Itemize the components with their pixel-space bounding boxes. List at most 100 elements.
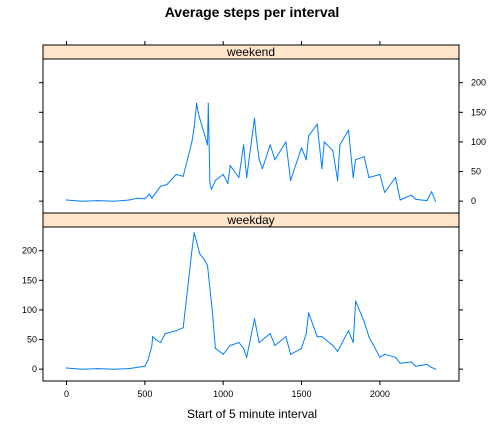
data-point-weekend [258, 159, 260, 161]
data-point-weekday [211, 309, 213, 311]
data-point-weekend [399, 199, 401, 201]
data-point-weekday [191, 250, 193, 252]
panel-weekend: weekend 0 50 100 150 200 [39, 41, 486, 214]
data-point-weekday [290, 353, 292, 355]
data-point-weekend [394, 176, 397, 179]
data-point-weekday [269, 333, 271, 335]
data-point-weekend [148, 193, 151, 195]
data-point-weekend [363, 156, 365, 158]
data-point-weekend [182, 175, 184, 177]
data-point-weekday [300, 347, 303, 349]
data-point-weekday [199, 253, 201, 255]
data-point-weekend [166, 184, 168, 186]
x-tick-label: 1500 [292, 389, 312, 399]
data-point-weekday [384, 353, 386, 355]
x-tick-label: 1000 [213, 389, 233, 399]
series-line-weekday [66, 232, 436, 370]
data-point-weekday [151, 344, 153, 347]
x-tick-label: 500 [137, 389, 152, 399]
data-point-weekday [426, 363, 428, 365]
data-point-weekend [337, 179, 339, 181]
data-point-weekend [207, 102, 209, 104]
data-point-weekend [136, 197, 138, 199]
data-point-weekday [347, 330, 350, 332]
data-point-weekend [321, 168, 323, 170]
x-tick-label: 2000 [370, 389, 390, 399]
data-point-weekend [332, 150, 334, 152]
chart-title: Average steps per interval [165, 4, 340, 20]
data-point-weekday [379, 356, 381, 358]
y-tick-label-weekday: 50 [27, 335, 37, 345]
data-point-weekend [199, 117, 201, 119]
data-point-weekend [151, 197, 153, 199]
data-point-weekday [352, 341, 354, 344]
data-point-weekday [144, 365, 146, 367]
data-point-weekend [269, 144, 271, 146]
data-point-weekday [159, 341, 162, 344]
data-point-weekend [255, 135, 257, 137]
data-point-weekday [363, 321, 365, 323]
data-point-weekday [337, 350, 339, 352]
data-point-weekend [65, 199, 68, 201]
y-tick-label-weekend: 200 [471, 78, 486, 88]
data-point-weekday [308, 312, 310, 314]
data-point-weekday [81, 368, 83, 370]
data-point-weekend [274, 159, 276, 161]
data-point-weekend [191, 141, 193, 143]
data-point-weekday [321, 336, 323, 338]
data-point-weekday [246, 356, 248, 358]
data-point-weekday [152, 336, 154, 338]
data-point-weekday [410, 361, 412, 363]
y-tick-label-weekend: 0 [471, 196, 476, 206]
data-point-weekend [347, 129, 350, 131]
series-line-weekend [66, 102, 436, 202]
data-point-weekend [308, 135, 310, 137]
data-point-weekend [415, 198, 417, 200]
data-point-weekend [197, 111, 199, 113]
data-point-weekend [159, 185, 162, 187]
data-point-weekday [355, 300, 357, 302]
y-tick-label-weekend: 150 [471, 107, 486, 117]
data-point-weekday [65, 367, 68, 369]
data-point-weekday [182, 327, 184, 329]
data-point-weekday [394, 356, 397, 358]
data-point-weekday [285, 336, 287, 338]
strip-label-weekday: weekday [226, 213, 274, 227]
y-tick-label-weekday: 150 [22, 275, 37, 285]
data-point-weekend [384, 191, 386, 193]
data-point-weekday [332, 344, 334, 347]
data-point-weekend [97, 200, 99, 202]
data-point-weekday [196, 241, 198, 243]
data-point-weekend [352, 176, 354, 179]
data-point-weekday [253, 318, 256, 320]
data-point-weekday [206, 264, 209, 267]
data-point-weekend [305, 159, 307, 161]
data-point-weekday [243, 347, 245, 349]
data-point-weekend [196, 102, 198, 104]
data-point-weekend [285, 141, 287, 143]
data-point-weekday [164, 333, 166, 335]
data-point-weekday [274, 344, 276, 347]
data-point-weekend [410, 194, 412, 196]
y-tick-label-weekend: 50 [471, 167, 481, 177]
data-point-weekend [300, 147, 303, 149]
data-point-weekend [222, 173, 224, 176]
data-point-weekend [238, 176, 240, 179]
data-point-weekend [261, 168, 263, 170]
data-point-weekday [316, 336, 318, 338]
data-point-weekday [222, 353, 224, 355]
data-point-weekend [210, 188, 212, 190]
data-point-weekend [246, 176, 248, 179]
data-point-weekend [81, 200, 83, 202]
data-point-weekend [290, 179, 292, 181]
data-point-weekend [206, 144, 209, 146]
data-point-weekday [415, 365, 417, 367]
data-point-weekend [355, 159, 357, 161]
data-point-weekend [379, 173, 381, 176]
data-point-weekday [197, 247, 199, 249]
data-point-weekend [175, 173, 177, 176]
data-point-weekday [203, 259, 205, 261]
